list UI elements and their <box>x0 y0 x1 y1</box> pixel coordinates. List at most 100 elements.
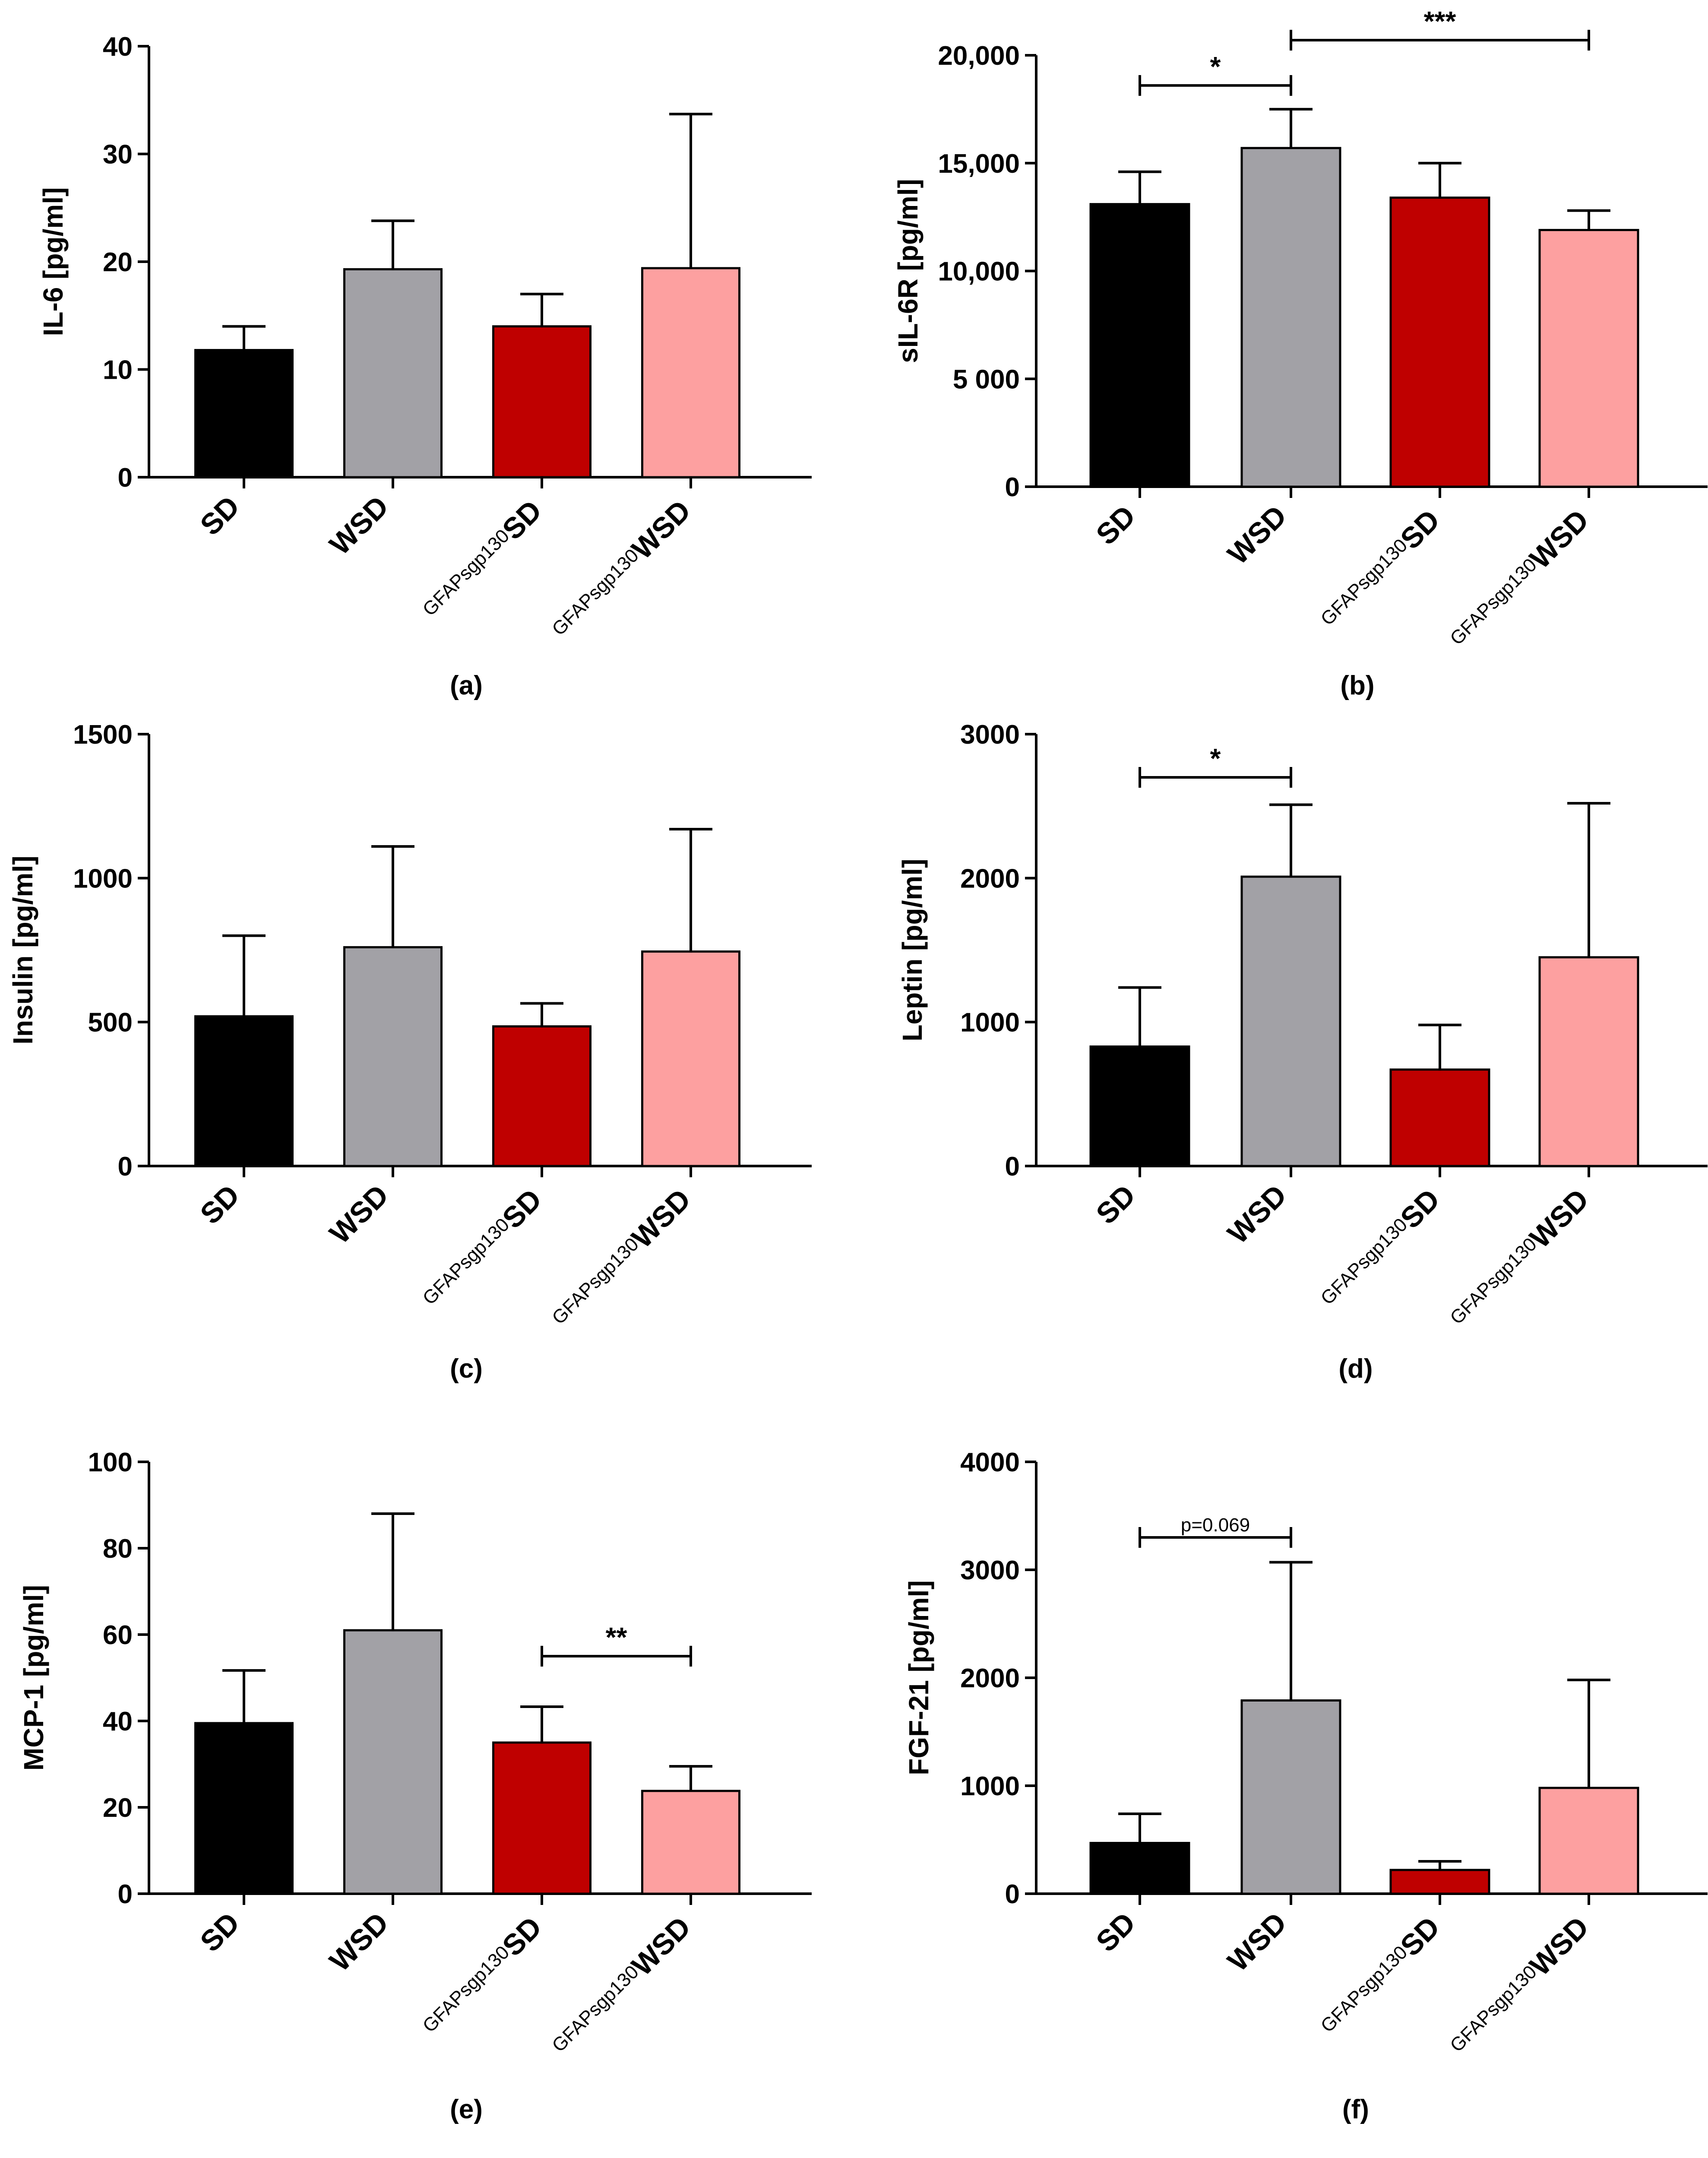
y-axis-title: sIL-6R [pg/ml] <box>892 179 924 363</box>
category-name: WSD <box>323 1179 395 1250</box>
category-name: WSD <box>1221 1179 1293 1250</box>
y-tick-label: 10,000 <box>938 257 1020 287</box>
x-tick-label: GFAPsgp130WSD <box>546 1911 697 2062</box>
category-prefix: GFAPsgp130 <box>419 1942 514 2037</box>
y-tick-label: 500 <box>88 1008 133 1038</box>
y-tick-label: 100 <box>88 1448 133 1477</box>
category-prefix: GFAPsgp130 <box>1317 535 1412 630</box>
bar <box>1538 1787 1639 1895</box>
bar <box>1240 875 1341 1167</box>
category-name: WSD <box>1221 499 1293 571</box>
x-tick-label: WSD <box>323 490 395 561</box>
y-tick-label: 5 000 <box>953 364 1020 394</box>
bar <box>492 1025 591 1167</box>
y-tick-label: 0 <box>1005 1152 1020 1182</box>
bar <box>194 1015 294 1167</box>
bar <box>1538 229 1639 488</box>
x-tick-label: SD <box>1090 499 1142 551</box>
y-axis-title: Insulin [pg/ml] <box>7 856 38 1044</box>
bar <box>194 349 294 478</box>
y-tick-label: 20 <box>103 247 133 277</box>
y-tick-label: 4000 <box>960 1448 1020 1477</box>
x-tick-label: WSD <box>323 1906 395 1978</box>
category-name: SD <box>1090 1179 1142 1231</box>
chart-panel-a: 0 10 20 30 40 IL-6 [pg/ml] SD WSD GFAPsgp130SDGF… <box>38 32 812 700</box>
y-tick-label: 30 <box>103 140 133 170</box>
y-tick-label: 0 <box>1005 1879 1020 1909</box>
panel-label: (a) <box>450 671 483 700</box>
x-tick-label: SD <box>194 490 246 542</box>
panel-label: (f) <box>1342 2095 1369 2124</box>
x-tick-label: GFAPsgp130SD <box>416 494 548 626</box>
x-tick-label: SD <box>1090 1906 1142 1958</box>
x-tick-label: GFAPsgp130SD <box>416 1183 548 1315</box>
bar <box>1240 147 1341 488</box>
x-tick-label: GFAPsgp130SD <box>1314 1911 1446 2043</box>
bar <box>1240 1699 1341 1895</box>
category-prefix: GFAPsgp130 <box>548 545 643 640</box>
y-tick-label: 15,000 <box>938 149 1020 179</box>
y-tick-label: 1000 <box>960 1008 1020 1038</box>
category-name: WSD <box>323 490 395 561</box>
significance-label: * <box>1210 51 1221 82</box>
y-tick-label: 60 <box>103 1620 133 1650</box>
panel-label: (b) <box>1340 671 1374 700</box>
x-tick-label: GFAPsgp130SD <box>1314 1183 1446 1315</box>
x-tick-label: WSD <box>1221 1179 1293 1250</box>
bar <box>343 946 443 1167</box>
category-prefix: GFAPsgp130 <box>1446 1962 1541 2057</box>
y-axis-title: MCP-1 [pg/ml] <box>18 1585 49 1771</box>
x-tick-label: SD <box>194 1906 246 1958</box>
chart-panel-b: 0 5 000 10,000 15,000 20,000 sIL-6R [pg/ml] SD… <box>892 6 1708 700</box>
y-tick-label: 3000 <box>960 1556 1020 1585</box>
significance-label: ** <box>606 1622 627 1653</box>
bar <box>641 950 740 1167</box>
significance-label: *** <box>1424 6 1456 37</box>
y-tick-label: 0 <box>118 1152 133 1182</box>
bar <box>1538 956 1639 1167</box>
category-prefix: GFAPsgp130 <box>548 1962 643 2057</box>
x-tick-label: GFAPsgp130WSD <box>1444 504 1595 655</box>
chart-panel-d: 0 1000 2000 3000 Leptin [pg/ml] SD WSD GFAPsgp1… <box>897 720 1708 1384</box>
bar <box>194 1722 294 1895</box>
category-name: SD <box>194 490 246 542</box>
y-tick-label: 10 <box>103 355 133 385</box>
x-tick-label: GFAPsgp130SD <box>1314 504 1446 636</box>
y-tick-label: 20,000 <box>938 41 1020 71</box>
category-prefix: GFAPsgp130 <box>1446 555 1541 650</box>
significance-label: p=0.069 <box>1181 1515 1250 1536</box>
x-tick-label: GFAPsgp130WSD <box>546 494 697 646</box>
bar <box>1089 203 1190 488</box>
x-tick-label: GFAPsgp130WSD <box>546 1183 697 1334</box>
bar <box>343 268 443 478</box>
category-prefix: GFAPsgp130 <box>1446 1234 1541 1329</box>
bar <box>1089 1045 1190 1167</box>
y-axis-title: FGF-21 [pg/ml] <box>903 1580 934 1775</box>
bar <box>641 1790 740 1895</box>
category-name: SD <box>1090 1906 1142 1958</box>
x-tick-label: SD <box>194 1179 246 1231</box>
y-axis-title: IL-6 [pg/ml] <box>38 187 69 336</box>
category-name: SD <box>1090 499 1142 551</box>
y-tick-label: 20 <box>103 1793 133 1823</box>
significance-label: * <box>1210 743 1221 774</box>
category-name: WSD <box>1221 1906 1293 1978</box>
bar <box>1389 1869 1490 1895</box>
y-tick-label: 2000 <box>960 864 1020 894</box>
y-tick-label: 0 <box>118 1879 133 1909</box>
category-name: SD <box>194 1179 246 1231</box>
x-tick-label: GFAPsgp130WSD <box>1444 1183 1595 1334</box>
chart-panel-f: 0 1000 2000 3000 4000 FGF-21 [pg/ml] SD WSD GFAP… <box>903 1448 1708 2124</box>
panel-label: (e) <box>450 2095 483 2124</box>
panel-label: (d) <box>1338 1354 1373 1384</box>
panel-label: (c) <box>450 1354 483 1384</box>
y-tick-label: 40 <box>103 1707 133 1737</box>
y-axis-title: Leptin [pg/ml] <box>897 859 928 1041</box>
bar <box>492 325 591 478</box>
category-name: SD <box>194 1906 246 1958</box>
y-tick-label: 1500 <box>73 720 133 750</box>
bar <box>1389 196 1490 488</box>
y-tick-label: 0 <box>118 463 133 493</box>
category-prefix: GFAPsgp130 <box>419 525 514 620</box>
bar <box>343 1629 443 1895</box>
